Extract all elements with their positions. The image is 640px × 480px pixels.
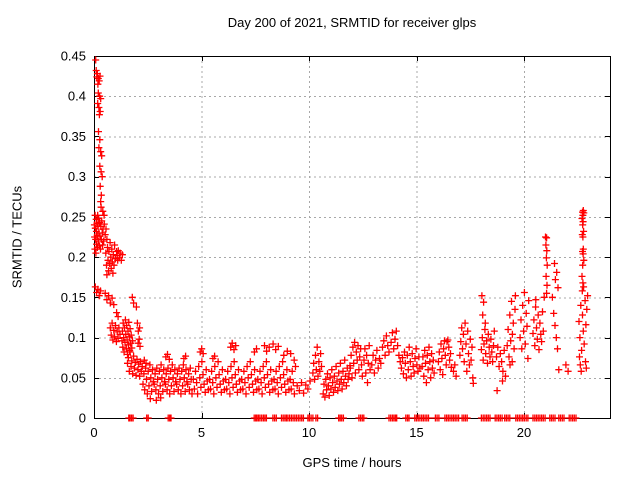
x-tick-label: 20 xyxy=(517,425,531,440)
y-tick-label: 0.15 xyxy=(61,290,86,305)
x-tick-label: 5 xyxy=(198,425,205,440)
y-tick-label: 0.4 xyxy=(68,89,86,104)
x-axis-label: GPS time / hours xyxy=(302,455,402,470)
x-tick-label: 15 xyxy=(409,425,423,440)
y-tick-label: 0.1 xyxy=(68,330,86,345)
chart-title: Day 200 of 2021, SRMTID for receiver glp… xyxy=(227,15,477,30)
grid-lines xyxy=(94,56,610,418)
y-tick-label: 0.45 xyxy=(61,49,86,64)
x-tick-label: 10 xyxy=(302,425,316,440)
y-tick-label: 0.2 xyxy=(68,250,86,265)
y-tick-label: 0.3 xyxy=(68,169,86,184)
axis-border xyxy=(94,56,611,419)
y-tick-label: 0.05 xyxy=(61,370,86,385)
y-tick-label: 0.25 xyxy=(61,209,86,224)
x-tick-label: 0 xyxy=(90,425,97,440)
y-tick-label: 0.35 xyxy=(61,129,86,144)
y-tick-label: 0 xyxy=(79,411,86,426)
data-points xyxy=(90,56,592,422)
tick-labels: 0 5 10 15 20 0 0.05 0.1 0.15 0.2 0.25 0.3 0.35 0.4 0.4… xyxy=(61,49,532,441)
